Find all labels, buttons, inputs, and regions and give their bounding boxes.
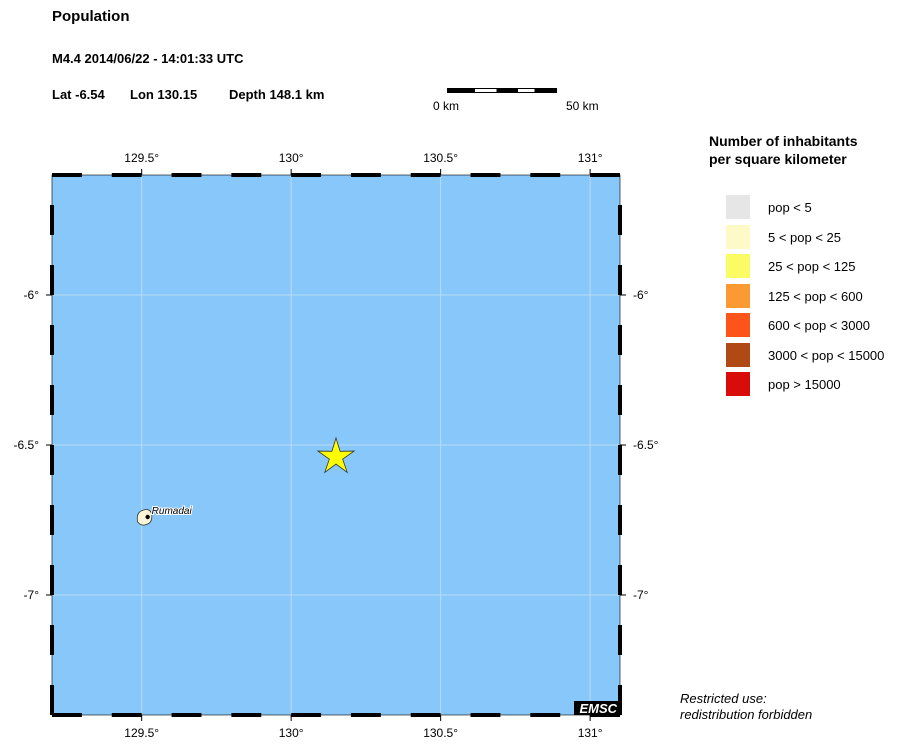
latitude: Lat -6.54 [52, 87, 105, 102]
restriction-line2: redistribution forbidden [680, 707, 813, 722]
lat-label-right: -7° [633, 588, 649, 602]
legend-swatch [726, 195, 750, 219]
legend-label: 600 < pop < 3000 [768, 318, 870, 333]
event-info: M4.4 2014/06/22 - 14:01:33 UTC [52, 51, 244, 66]
legend-label: 125 < pop < 600 [768, 288, 863, 304]
lat-label-right: -6.5° [633, 438, 659, 452]
watermark-bg [574, 701, 620, 715]
lon-label-top: 130° [279, 151, 304, 165]
scale-right-label: 50 km [566, 99, 599, 113]
legend-title-1: Number of inhabitants [709, 133, 858, 149]
lon-label-top: 129.5° [124, 151, 159, 165]
legend-swatch [726, 342, 750, 367]
scale-left-label: 0 km [433, 99, 460, 113]
legend-swatch [726, 313, 750, 337]
lon-label-top: 130.5° [423, 151, 458, 165]
legend-label: 3000 < pop < 15000 [768, 347, 885, 363]
lat-label-left: -7° [24, 588, 40, 602]
city-label: Rumadai [152, 506, 193, 517]
lon-label-bottom: 131° [578, 726, 603, 740]
depth: Depth 148.1 km [229, 87, 325, 102]
lon-label-bottom: 130.5° [423, 726, 458, 740]
legend-label: pop < 5 [768, 200, 812, 215]
legend-label: pop > 15000 [768, 377, 841, 392]
star-icon [316, 436, 356, 474]
lat-label-left: -6° [24, 288, 40, 302]
legend-title-2: per square kilometer [709, 151, 847, 167]
page-title: Population [52, 8, 130, 25]
lat-label-right: -6° [633, 288, 649, 302]
city-dot [145, 514, 150, 520]
legend-swatch [726, 372, 750, 396]
lon-label-bottom: 129.5° [124, 726, 159, 740]
restriction-line1: Restricted use: [680, 691, 767, 706]
legend-swatch [726, 254, 750, 278]
longitude: Lon 130.15 [130, 87, 198, 102]
legend-swatch [726, 224, 750, 249]
watermark: EMSC [579, 701, 617, 716]
lon-label-bottom: 130° [279, 726, 304, 740]
frame [51, 174, 621, 716]
lon-label-top: 131° [578, 151, 603, 165]
island [136, 509, 153, 526]
legend-label: 5 < pop < 25 [768, 229, 842, 245]
legend-label: 25 < pop < 125 [768, 259, 856, 274]
lat-label-left: -6.5° [14, 438, 40, 452]
legend-swatch [726, 283, 750, 308]
